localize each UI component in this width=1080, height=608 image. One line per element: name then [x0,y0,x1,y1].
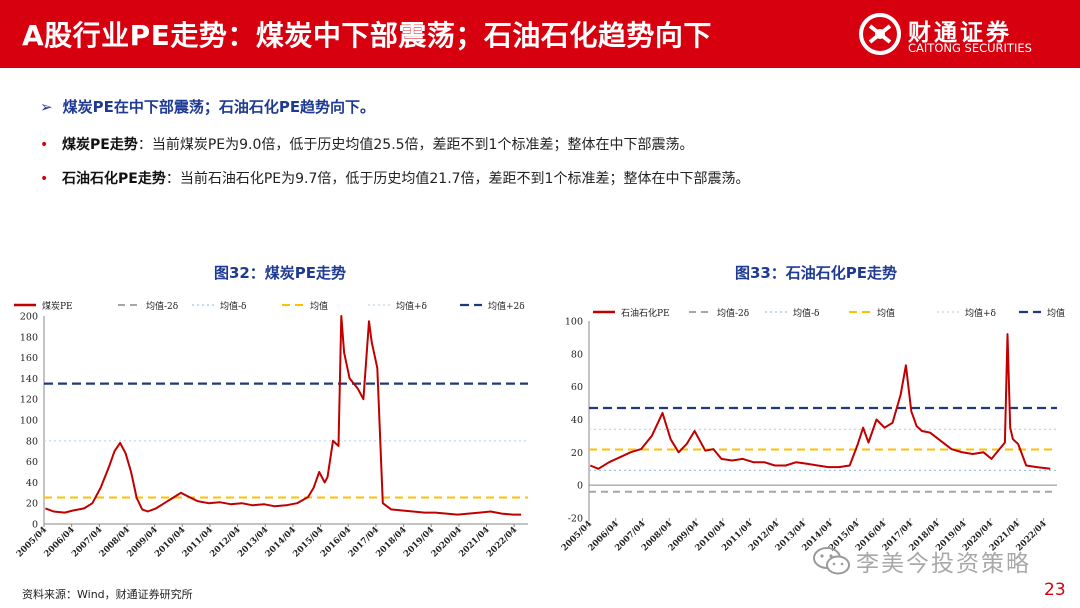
y-tick-label: 0 [577,481,583,492]
y-tick-label: 40 [571,415,583,426]
legend-label: 石油石化PE [621,307,670,319]
series-line [45,315,522,516]
legend-label: 煤炭PE [42,300,73,312]
watermark: 李美今投资策略 [808,544,1048,578]
arrow-icon: ➢ [40,98,53,116]
legend-label: 均值+2δ [488,300,525,312]
bullet-dot-icon: • [40,137,49,153]
legend-label: 均值-2δ [146,300,178,312]
y-tick-label: 20 [571,448,583,459]
legend-label: 均值-δ [793,307,819,319]
coal-pe-chart: 煤炭PE 均值-2δ 均值-δ 均值 均值+δ 均值+2δ 0 20 40 60 80 100 120 1… [14,300,528,559]
page-title: A股行业PE走势：煤炭中下部震荡；石油石化趋势向下 [22,19,712,52]
y-tick-label: 40 [26,478,38,489]
legend-label: 均值+δ [965,307,996,319]
y-tick-label: 180 [20,332,38,343]
y-tick-label: 160 [20,353,38,364]
logo-icon [859,13,901,55]
series-line [589,333,1051,470]
y-tick-label: 80 [26,436,38,447]
bullet-dot-icon: • [40,171,49,187]
y-tick-label: 60 [26,457,38,468]
logo-cn-text: 财通证券 [908,20,1012,46]
legend-label: 均值-δ [220,300,246,312]
logo-en-text: CAITONG SECURITIES [908,41,1032,55]
x-tick-label: 2022/04 [485,525,519,559]
y-tick-label: 0 [32,520,38,531]
legend-label: 均值+δ [396,300,427,312]
bullet-petro: • 石油石化PE走势：当前石油石化PE为9.7倍，低于历史均值21.7倍，差距不到… [40,171,750,187]
legend-label: 均值+2δ [1047,307,1065,319]
legend-label: 均值 [877,307,895,319]
header-bar: A股行业PE走势：煤炭中下部震荡；石油石化趋势向下 财通证券 CAITONG S… [0,0,1080,68]
y-tick-label: 120 [20,395,38,406]
legend-label: 均值-2δ [717,307,749,319]
chart-title-petro: 图33：石油石化PE走势 [734,264,898,282]
y-tick-label: 60 [571,382,583,393]
wechat-icon [813,547,850,575]
summary-headline: ➢ 煤炭PE在中下部震荡；石油石化PE趋势向下。 [40,98,376,116]
y-tick-label: 140 [20,374,38,385]
watermark-text: 李美今投资策略 [856,551,1031,577]
y-tick-label: 20 [26,499,38,510]
y-tick-label: -20 [568,514,583,525]
y-tick-label: 80 [571,349,583,360]
legend-label: 均值 [310,300,328,312]
petro-pe-chart: 石油石化PE 均值-2δ 均值-δ 均值 均值+δ 均值+2δ -20 0 20 40 60 80 10… [560,307,1065,553]
y-tick-label: 100 [20,416,38,427]
company-logo: 财通证券 CAITONG SECURITIES [858,12,1080,58]
bullet-coal: • 煤炭PE走势：当前煤炭PE为9.0倍，低于历史均值25.5倍，差距不到1个标准… [40,137,694,153]
page-number: 23 [1044,580,1066,600]
y-tick-label: 200 [20,312,38,323]
source-note: 资料来源：Wind，财通证券研究所 [22,588,193,601]
y-tick-label: 100 [565,317,583,328]
chart-title-coal: 图32：煤炭PE走势 [213,264,347,282]
